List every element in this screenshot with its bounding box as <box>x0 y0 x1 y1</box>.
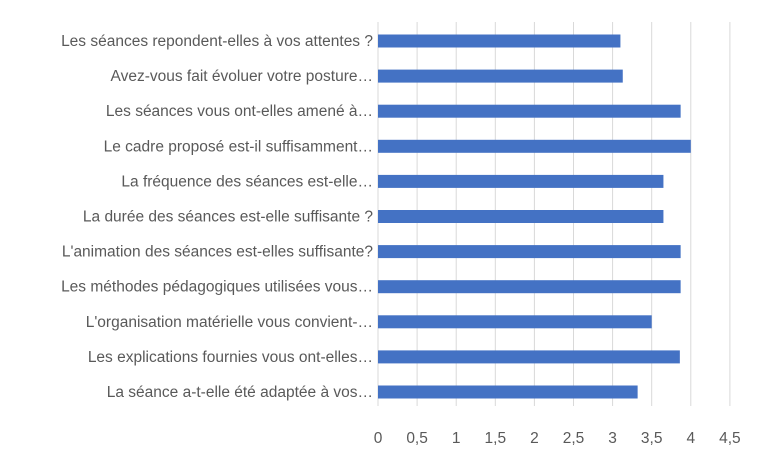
bar <box>378 69 623 83</box>
x-tick-label: 2,5 <box>563 430 585 447</box>
category-label: La fréquence des séances est-elle… <box>121 173 373 190</box>
category-label: Avez-vous fait évoluer votre posture… <box>111 68 373 85</box>
x-tick-label: 0 <box>374 430 383 447</box>
bar <box>378 385 638 399</box>
x-axis-tick-labels: 0 0,5 1 1,5 2 2,5 3 3,5 4 4,5 <box>374 430 741 447</box>
category-label: Les séances vous ont-elles amené à… <box>106 103 373 120</box>
category-label: La séance a-t-elle été adaptée à vos… <box>107 384 373 401</box>
bar <box>378 280 681 294</box>
x-tick-label: 1,5 <box>485 430 507 447</box>
x-tick-label: 2 <box>530 430 539 447</box>
bar <box>378 104 681 118</box>
bar <box>378 210 664 223</box>
bars <box>378 34 691 399</box>
bar <box>378 315 652 329</box>
bar <box>378 34 621 48</box>
category-label: L'organisation matérielle vous convient-… <box>86 314 373 331</box>
x-tick-label: 4 <box>686 430 695 447</box>
bar <box>378 350 680 364</box>
category-label: Le cadre proposé est-il suffisamment… <box>104 138 373 155</box>
bar <box>378 139 691 153</box>
bar <box>378 174 664 188</box>
x-tick-label: 3,5 <box>641 430 663 447</box>
x-tick-label: 1 <box>452 430 461 447</box>
category-label: Les séances repondent-elles à vos attent… <box>61 33 373 50</box>
category-label: L'animation des séances est-elles suffis… <box>62 244 374 261</box>
x-tick-label: 0,5 <box>406 430 428 447</box>
x-tick-label: 4,5 <box>719 430 741 447</box>
category-label: Les méthodes pédagogiques utilisées vous… <box>61 279 373 296</box>
category-labels: Les séances repondent-elles à vos attent… <box>61 33 373 401</box>
x-tick-label: 3 <box>608 430 617 447</box>
category-label: Les explications fournies vous ont-elles… <box>88 349 373 366</box>
bar <box>378 245 681 259</box>
category-label: La durée des séances est-elle suffisante… <box>83 209 373 226</box>
